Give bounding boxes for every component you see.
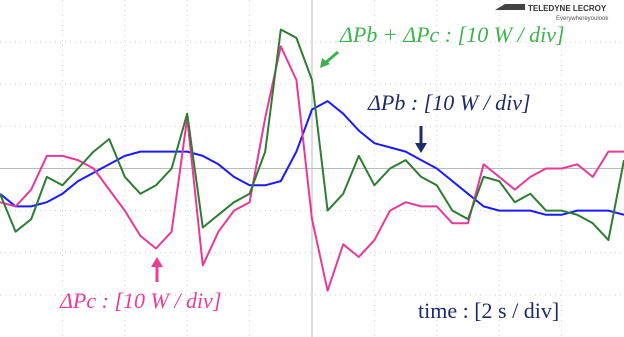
scope-screen: TELEDYNE LECROY Everywhereyoulook ΔPb + … [0, 0, 624, 337]
legend-pb: ΔPb : [10 W / div] [367, 90, 531, 115]
legend-pc: ΔPc : [10 W / div] [59, 288, 221, 313]
legend-sum: ΔPb + ΔPc : [10 W / div] [339, 22, 565, 47]
logo-icon [495, 4, 525, 10]
brand: TELEDYNE LECROY [528, 4, 607, 13]
time-annotation: time : [2 s / div] [418, 298, 559, 323]
